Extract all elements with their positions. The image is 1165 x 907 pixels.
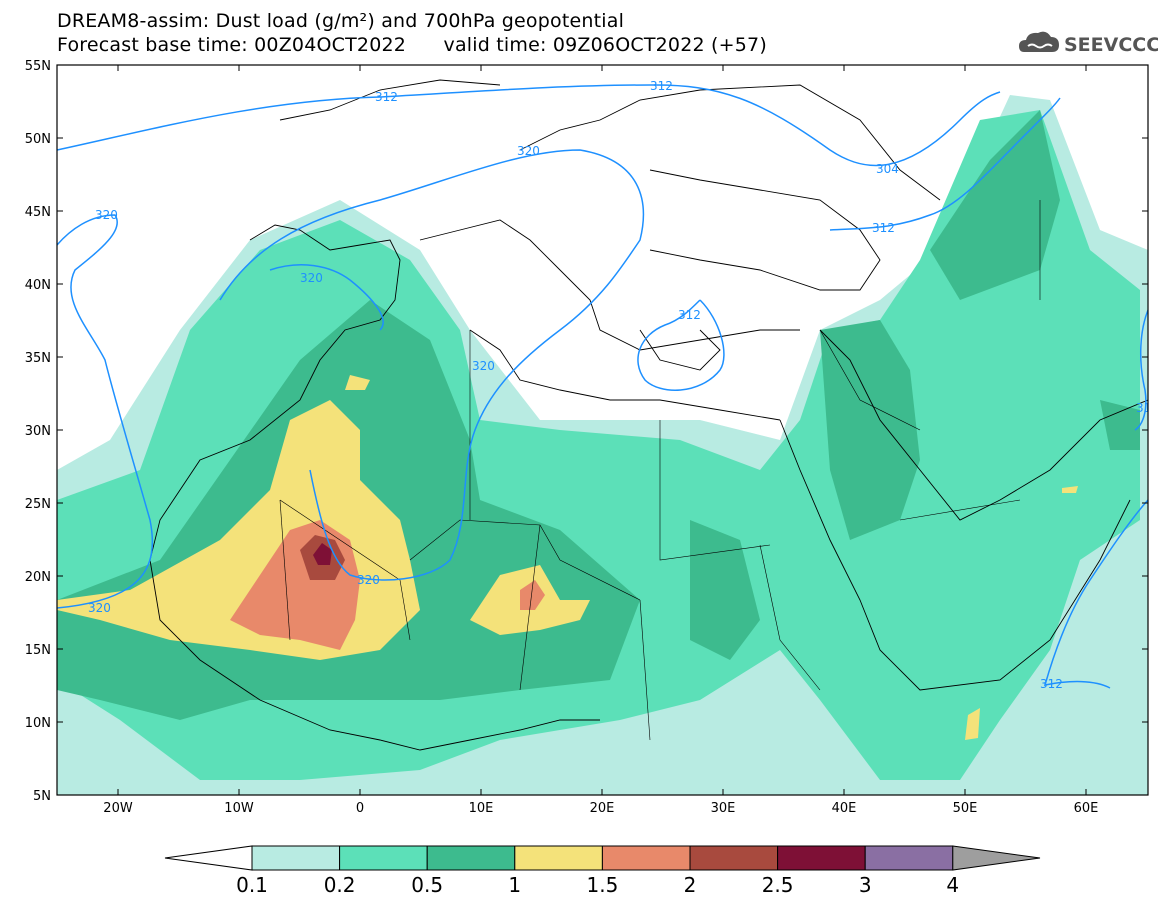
contour-label: 320 [300,271,323,285]
lon-axis: 20W 10W 0 10E 20E 30E 40E 50E 60E [103,65,1098,816]
contour-label: 312 [375,90,398,104]
legend-swatch [339,845,428,871]
lat-axis: 55N 50N 45N 40N 35N 30N 25N 20N 15N 10N … [25,59,1148,804]
legend-swatch [251,845,341,871]
map-title: DREAM8-assim: Dust load (g/m²) and 700hP… [57,10,625,32]
legend-threshold-label: 3 [859,873,872,897]
legend-underflow-arrow [164,845,253,871]
lat-label: 35N [25,351,51,366]
contour-label: 304 [876,162,899,176]
contour-label: 312 [650,79,673,93]
lon-label: 60E [1074,801,1099,816]
contour-label: 320 [357,573,380,587]
lat-label: 25N [25,497,51,512]
lon-label: 40E [832,801,857,816]
legend-threshold-label: 1 [508,873,521,897]
lon-label: 10E [469,801,494,816]
cloud-icon [1019,31,1059,52]
contour-label: 320 [95,208,118,222]
lat-label: 30N [25,424,51,439]
legend-swatch [689,845,779,871]
coastlines [149,79,1148,751]
lat-label: 50N [25,132,51,147]
dust-level-2-5 [313,543,332,565]
legend-threshold-label: 1.5 [586,873,618,897]
lat-label: 15N [25,643,51,658]
contour-label: 312 [678,308,701,322]
country-borders [279,200,1041,741]
legend-swatch [426,845,516,871]
contour-label: 320 [88,601,111,615]
lon-label: 10W [224,801,254,816]
contour-labels: 312 312 320 304 312 320 320 312 320 320 … [88,79,1159,691]
legend-swatch [777,845,866,871]
legend-threshold-label: 0.5 [411,873,443,897]
geopotential-contours [57,84,1148,689]
seevccc-logo: SEEVCCC [1019,31,1158,56]
contour-label: 320 [472,359,495,373]
contour-label: 312 [1136,401,1159,415]
legend-swatch [864,845,954,871]
color-legend: 0.1 0.2 0.5 1 1.5 2 2.5 3 4 [164,845,1041,897]
contour-label: 312 [872,221,895,235]
logo-text: SEEVCCC [1064,34,1158,56]
lon-label: 0 [356,801,364,816]
lat-label: 55N [25,59,51,74]
contour-label: 320 [517,144,540,158]
legend-threshold-label: 0.2 [324,873,356,897]
lat-label: 5N [33,789,51,804]
lon-label: 30E [711,801,736,816]
legend-threshold-label: 4 [946,873,959,897]
lon-label: 20E [590,801,615,816]
legend-swatch [514,845,603,871]
legend-threshold-label: 2 [684,873,697,897]
lon-label: 50E [953,801,978,816]
contour-label: 312 [1040,677,1063,691]
lat-label: 10N [25,716,51,731]
forecast-time-line: Forecast base time: 00Z04OCT2022 valid t… [57,34,767,56]
legend-threshold-label: 2.5 [762,873,794,897]
lat-label: 45N [25,205,51,220]
legend-threshold-label: 0.1 [236,873,268,897]
lat-label: 20N [25,570,51,585]
lon-label: 20W [103,801,133,816]
legend-overflow-arrow [952,845,1041,871]
lat-label: 40N [25,278,51,293]
legend-swatch [601,845,691,871]
